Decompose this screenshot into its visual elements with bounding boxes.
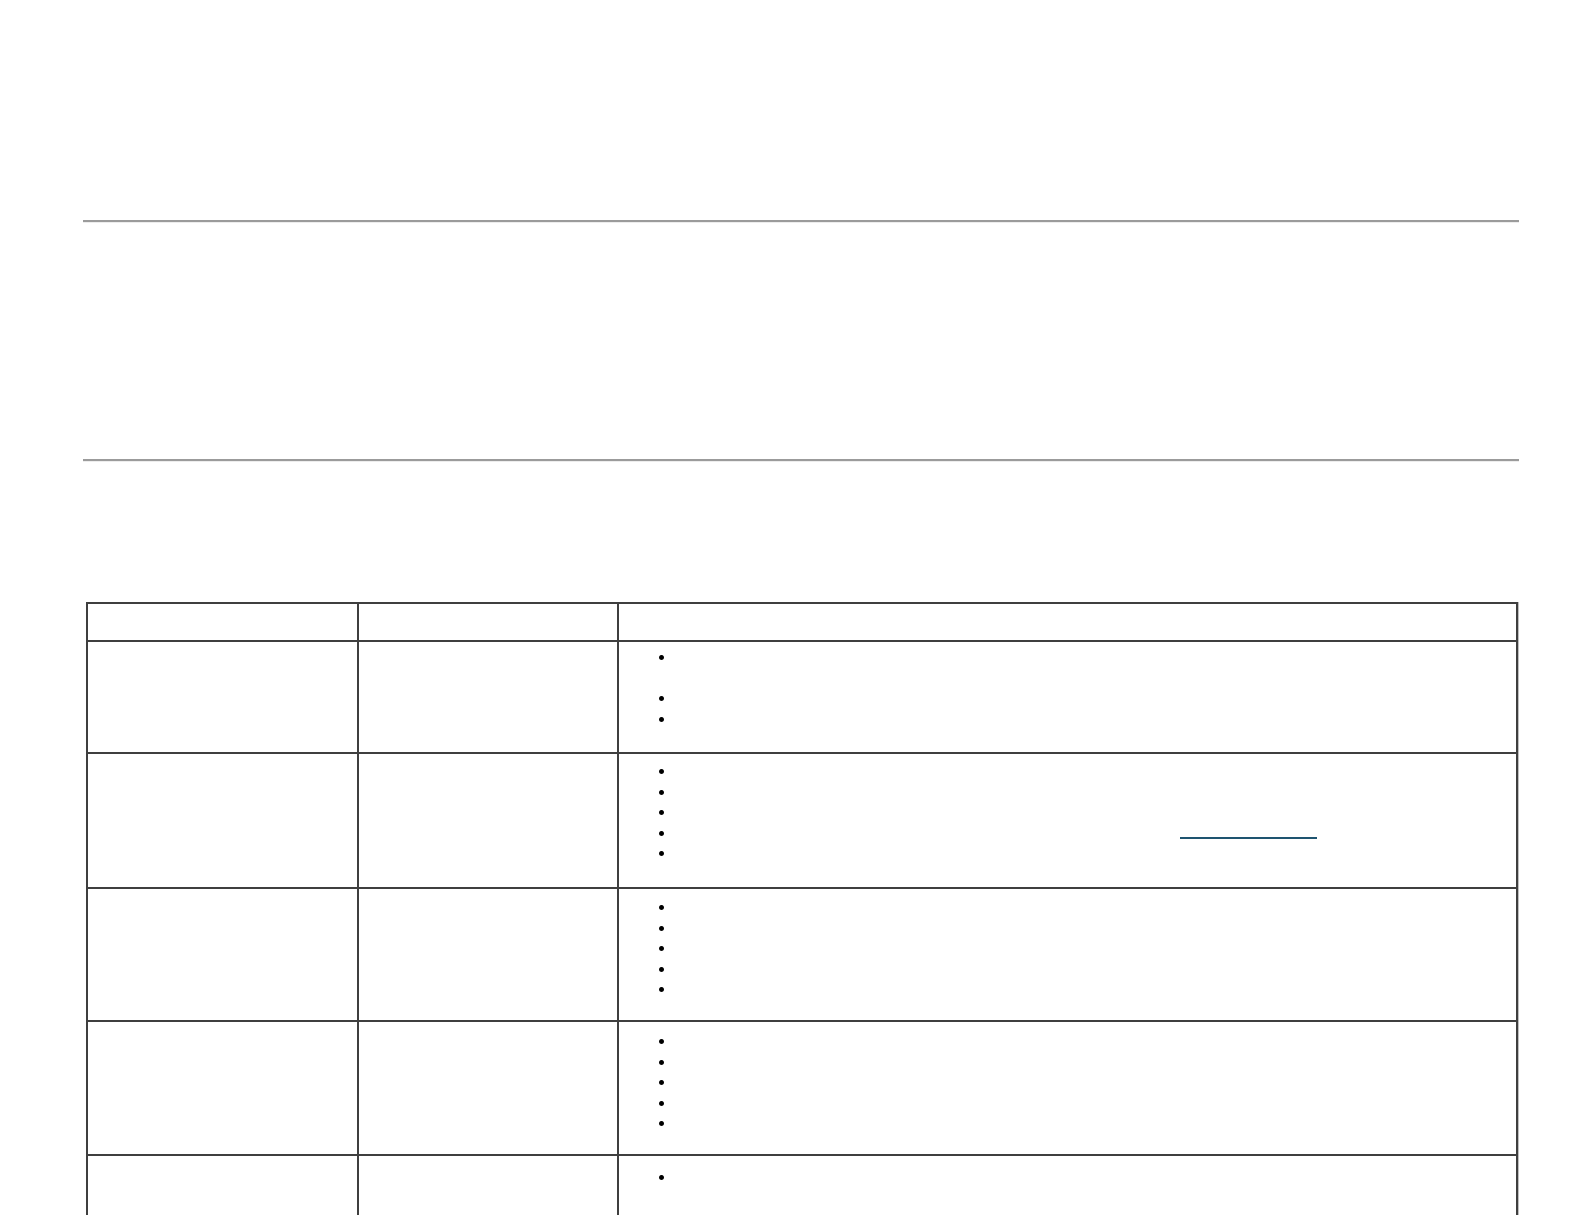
symptom-cell: [86, 1154, 359, 1215]
symptom-cell: [86, 640, 359, 754]
header-cell-1: [86, 602, 359, 642]
solution-item: [619, 938, 1516, 959]
solution-item: [619, 1052, 1516, 1073]
solution-item: [619, 761, 1516, 782]
experience-cell: [357, 752, 619, 889]
troubleshooting-table-container: [86, 602, 1519, 1215]
symptom-cell: [86, 752, 359, 889]
solution-item: [619, 688, 1516, 709]
solution-item: [619, 1031, 1516, 1052]
experience-cell: [357, 640, 619, 754]
solutions-cell: [617, 1154, 1518, 1215]
solutions-list: [619, 642, 1516, 729]
header-cell-3: [617, 602, 1518, 642]
symptom-cell: [86, 887, 359, 1022]
horizontal-rule-middle: [83, 459, 1519, 462]
table-row: [86, 640, 1518, 754]
solution-item: [619, 897, 1516, 918]
solutions-cell: [617, 752, 1518, 889]
solution-item: [619, 959, 1516, 980]
solutions-cell: [617, 1020, 1518, 1156]
experience-cell: [357, 1020, 619, 1156]
solution-item: [619, 782, 1516, 803]
solutions-cell: [617, 640, 1518, 754]
table-header-row: [86, 602, 1518, 642]
solutions-list: [619, 1022, 1516, 1134]
table-body: [86, 640, 1518, 1215]
solutions-list: [619, 889, 1516, 1000]
solutions-list: [619, 754, 1516, 864]
solutions-cell: [617, 887, 1518, 1022]
solution-link[interactable]: [1180, 837, 1317, 839]
solution-item: [619, 843, 1516, 864]
solution-item: [619, 709, 1516, 730]
troubleshooting-table: [86, 602, 1519, 1215]
solution-item: [619, 1072, 1516, 1093]
solutions-list: [619, 1156, 1516, 1188]
solution-item: [619, 1167, 1516, 1188]
solution-item: [619, 979, 1516, 1000]
table-row: [86, 1154, 1518, 1215]
horizontal-rule-top: [83, 220, 1519, 223]
table-row: [86, 1020, 1518, 1156]
experience-cell: [357, 1154, 619, 1215]
table-row: [86, 752, 1518, 889]
solution-item: [619, 1113, 1516, 1134]
symptom-cell: [86, 1020, 359, 1156]
solution-item: [619, 802, 1516, 823]
solution-item: [619, 823, 1516, 844]
solution-item: [619, 1093, 1516, 1114]
table-header: [86, 602, 1518, 642]
solution-item: [619, 647, 1516, 688]
header-cell-2: [357, 602, 619, 642]
experience-cell: [357, 887, 619, 1022]
table-row: [86, 887, 1518, 1022]
solution-item: [619, 918, 1516, 939]
